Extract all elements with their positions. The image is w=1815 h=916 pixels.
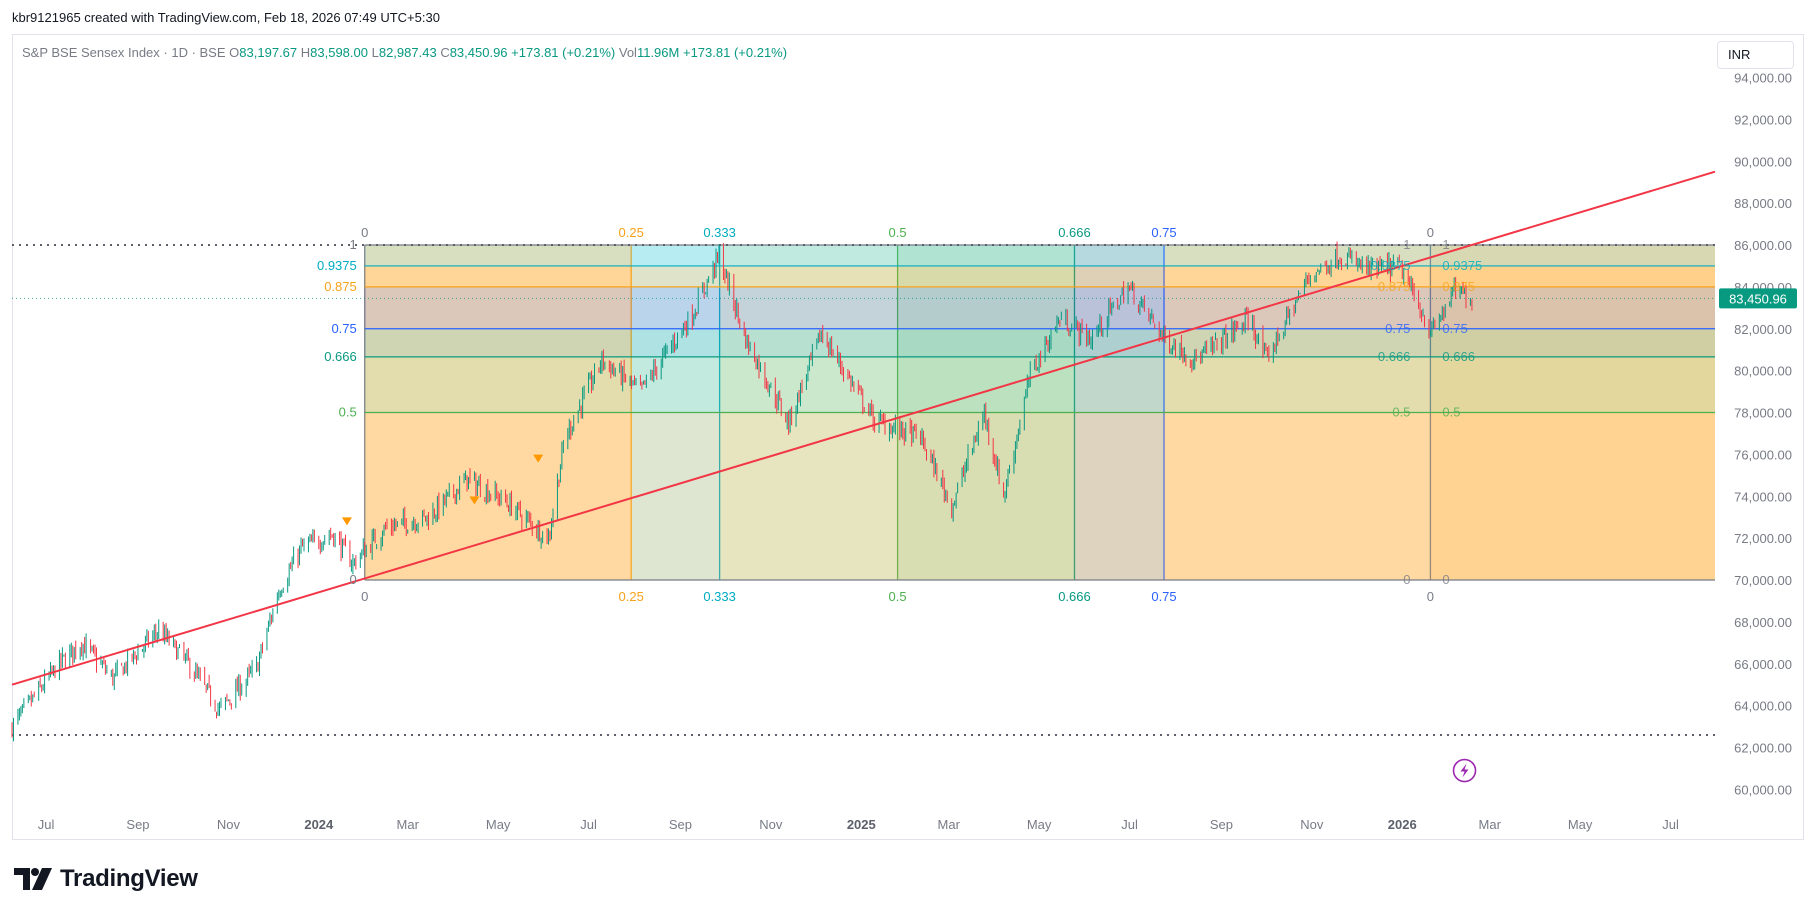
legend-low: 82,987.43 [378,45,437,60]
legend-high: 83,598.00 [310,45,368,60]
tradingview-logo-icon [14,868,52,890]
brand-footer[interactable]: TradingView [14,864,198,894]
legend-open: 83,197.67 [239,45,298,60]
legend-close: 83,450.96 [449,45,508,60]
legend-high-label: H [300,45,311,60]
legend-vol: 11.96M [636,45,680,60]
legend-low-label: L [371,45,379,60]
chart-frame [12,34,1804,840]
legend-close-label: C [440,45,450,60]
legend-open-label: O [229,45,240,60]
legend-vol-label: Vol [618,45,637,60]
currency-button[interactable]: INR [1717,41,1794,69]
legend-vol-change: +173.81 (+0.21%) [682,45,788,60]
watermark-header: kbr9121965 created with TradingView.com,… [12,10,440,25]
symbol-legend: S&P BSE Sensex Index · 1D · BSE O83,197.… [22,45,787,60]
legend-symbol[interactable]: S&P BSE Sensex Index · 1D · BSE [22,45,226,60]
legend-change: +173.81 (+0.21%) [511,45,616,60]
brand-name: TradingView [60,865,198,892]
